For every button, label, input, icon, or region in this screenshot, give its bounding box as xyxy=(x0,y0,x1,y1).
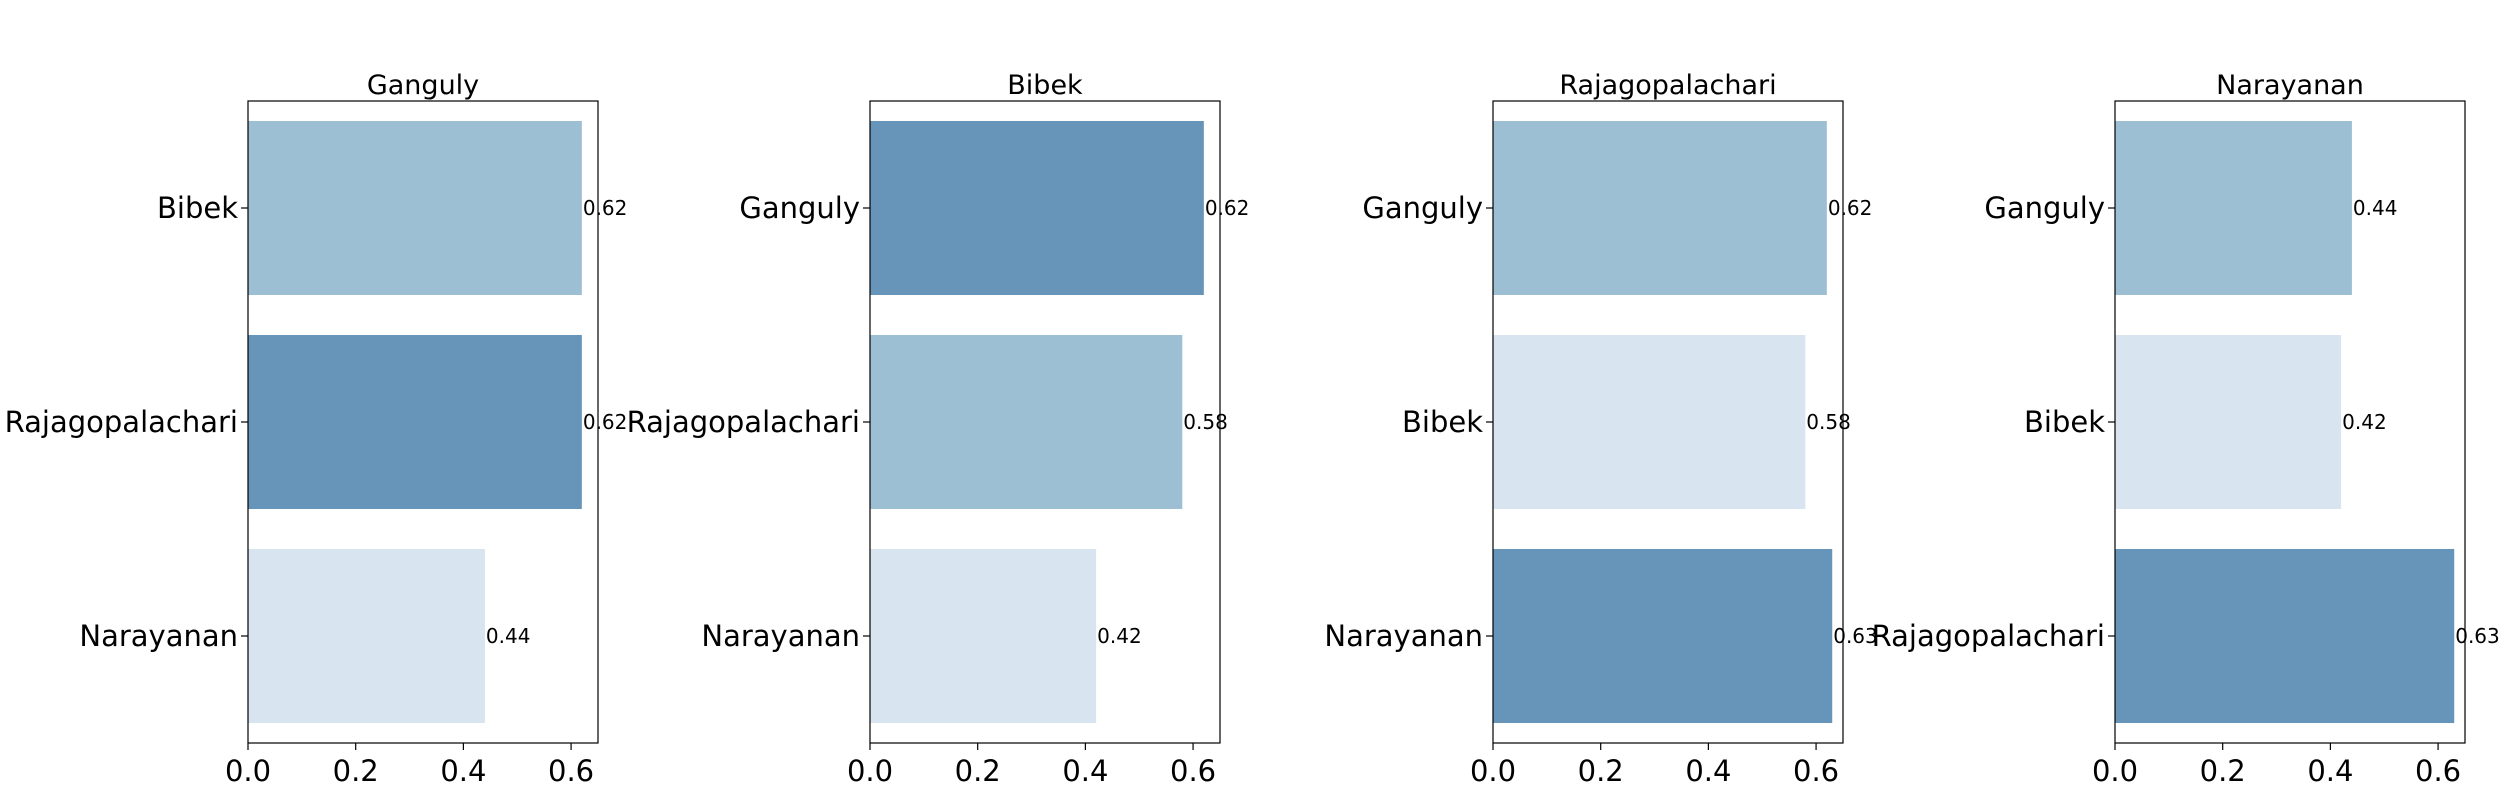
bar xyxy=(248,549,485,723)
x-tick-label: 0.2 xyxy=(955,754,1001,788)
y-tick-label: Bibek xyxy=(1402,405,1483,439)
bar xyxy=(1493,335,1806,509)
plot-frame xyxy=(2114,100,2466,744)
value-label: 0.44 xyxy=(486,624,531,648)
bar xyxy=(1493,549,1833,723)
value-label: 0.42 xyxy=(1097,624,1142,648)
x-tick-label: 0.0 xyxy=(2092,754,2138,788)
value-label: 0.42 xyxy=(2342,410,2387,434)
x-tick-label: 0.0 xyxy=(1470,754,1516,788)
value-label: 0.44 xyxy=(2353,196,2398,220)
y-tick-label: Narayanan xyxy=(701,619,860,653)
chart-title: Rajagopalachari xyxy=(1559,70,1776,101)
bar xyxy=(2115,121,2352,295)
x-tick-label: 0.6 xyxy=(548,754,594,788)
x-tick-label: 0.0 xyxy=(225,754,271,788)
y-tick-label: Ganguly xyxy=(1984,191,2105,225)
value-label: 0.58 xyxy=(1183,410,1228,434)
bar xyxy=(2115,335,2342,509)
y-tick-label: Narayanan xyxy=(1324,619,1483,653)
value-label: 0.63 xyxy=(2455,624,2500,648)
chart-panel-1: Ganguly 0.62 Bibek 0.62 Rajagopalachari 0.44 N… xyxy=(5,70,628,788)
y-tick-label: Ganguly xyxy=(739,191,860,225)
value-label: 0.62 xyxy=(583,410,628,434)
chart-title: Ganguly xyxy=(367,70,479,101)
y-tick-label: Bibek xyxy=(157,191,238,225)
y-tick-label: Rajagopalachari xyxy=(1872,619,2105,653)
chart-panel-2: Bibek 0.62 Ganguly 0.58 Rajagopalachari 0.42 N… xyxy=(627,70,1250,788)
value-label: 0.63 xyxy=(1833,624,1878,648)
x-tick-label: 0.6 xyxy=(2415,754,2461,788)
chart-title: Bibek xyxy=(1007,70,1083,101)
chart-panel-3: Rajagopalachari 0.62 Ganguly 0.58 Bibek 0.63 N… xyxy=(1324,70,1877,788)
chart-title: Narayanan xyxy=(2216,70,2364,101)
value-label: 0.58 xyxy=(1806,410,1851,434)
x-tick-label: 0.4 xyxy=(1062,754,1108,788)
x-tick-label: 0.6 xyxy=(1793,754,1839,788)
x-tick-label: 0.0 xyxy=(847,754,893,788)
y-tick-label: Rajagopalachari xyxy=(627,405,860,439)
bar xyxy=(870,121,1204,295)
bar xyxy=(248,121,582,295)
bar xyxy=(248,335,582,509)
x-tick-label: 0.4 xyxy=(1685,754,1731,788)
plot-frame xyxy=(1492,100,1844,744)
bar xyxy=(1493,121,1827,295)
x-tick-label: 0.2 xyxy=(1578,754,1624,788)
value-label: 0.62 xyxy=(1205,196,1250,220)
y-tick-label: Ganguly xyxy=(1362,191,1483,225)
plot-frame xyxy=(869,100,1221,744)
x-tick-label: 0.6 xyxy=(1170,754,1216,788)
chart-panel-4: Narayanan 0.44 Ganguly 0.42 Bibek 0.63 Rajagop… xyxy=(1872,70,2500,788)
x-tick-label: 0.2 xyxy=(2200,754,2246,788)
x-tick-label: 0.4 xyxy=(440,754,486,788)
value-label: 0.62 xyxy=(583,196,628,220)
x-tick-label: 0.4 xyxy=(2307,754,2353,788)
y-tick-label: Narayanan xyxy=(79,619,238,653)
bar xyxy=(870,549,1097,723)
bar xyxy=(2115,549,2455,723)
plot-frame xyxy=(247,100,599,744)
y-tick-label: Rajagopalachari xyxy=(5,405,238,439)
y-tick-label: Bibek xyxy=(2024,405,2105,439)
value-label: 0.62 xyxy=(1828,196,1873,220)
x-tick-label: 0.2 xyxy=(333,754,379,788)
bar xyxy=(870,335,1183,509)
